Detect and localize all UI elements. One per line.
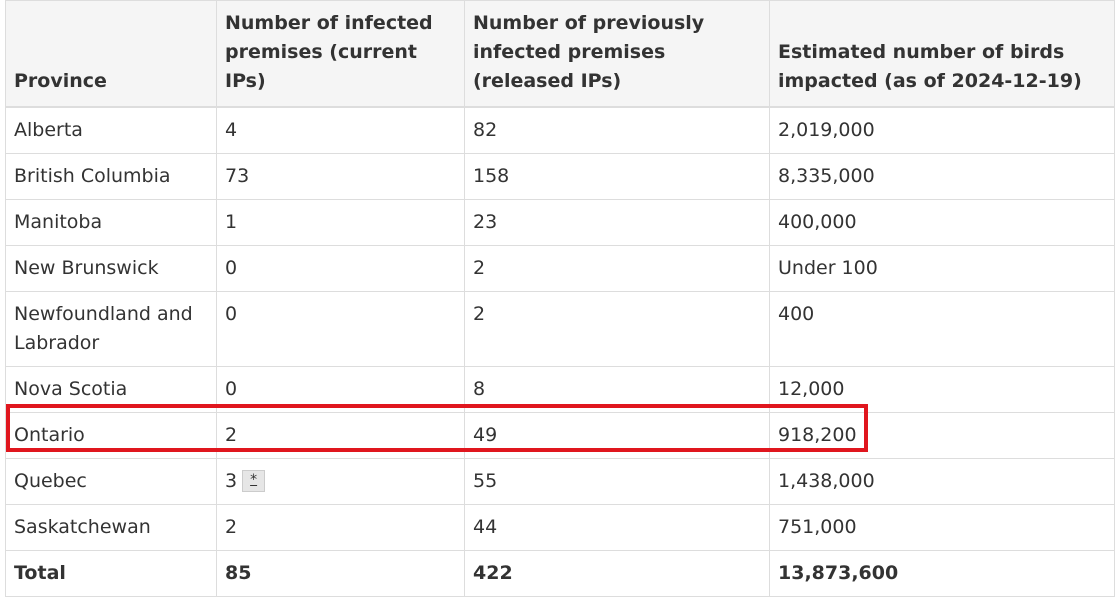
released-ips-cell: 44 (464, 504, 770, 551)
province-cell: Ontario (5, 412, 217, 459)
table-row: Alberta 4 82 2,019,000 (5, 106, 1115, 154)
province-cell: Newfoundland and Labrador (5, 291, 217, 367)
table-row: Saskatchewan 2 44 751,000 (5, 504, 1115, 551)
province-cell: Saskatchewan (5, 504, 217, 551)
released-ips-cell: 55 (464, 458, 770, 505)
birds-cell: 12,000 (769, 366, 1115, 413)
released-ips-cell: 158 (464, 153, 770, 200)
released-ips-cell: 8 (464, 366, 770, 413)
birds-cell: 751,000 (769, 504, 1115, 551)
province-cell: Quebec (5, 458, 217, 505)
total-row: Total 85 422 13,873,600 (5, 550, 1115, 597)
current-ips-value: 3 (225, 470, 238, 492)
province-cell: Nova Scotia (5, 366, 217, 413)
province-cell: Alberta (5, 106, 217, 154)
birds-cell: 8,335,000 (769, 153, 1115, 200)
released-ips-cell: 23 (464, 199, 770, 246)
table-row: Nova Scotia 0 8 12,000 (5, 366, 1115, 413)
birds-cell: Under 100 (769, 245, 1115, 292)
total-label: Total (5, 550, 217, 597)
released-ips-cell: 49 (464, 412, 770, 459)
header-birds-impacted: Estimated number of birds impacted (as o… (769, 0, 1115, 108)
table-header-row: Province Number of infected premises (cu… (5, 0, 1115, 108)
bird-flu-table: Province Number of infected premises (cu… (5, 0, 1115, 597)
table-row: British Columbia 73 158 8,335,000 (5, 153, 1115, 200)
current-ips-cell: 0 (216, 366, 465, 413)
released-ips-cell: 82 (464, 106, 770, 154)
released-ips-cell: 2 (464, 291, 770, 367)
table-row: New Brunswick 0 2 Under 100 (5, 245, 1115, 292)
table-row: Newfoundland and Labrador 0 2 400 (5, 291, 1115, 367)
birds-cell: 400,000 (769, 199, 1115, 246)
table-row: Manitoba 1 23 400,000 (5, 199, 1115, 246)
current-ips-cell: 0 (216, 291, 465, 367)
released-ips-cell: 2 (464, 245, 770, 292)
current-ips-cell: 3 * (216, 458, 465, 505)
province-cell: Manitoba (5, 199, 217, 246)
birds-cell: 400 (769, 291, 1115, 367)
current-ips-cell: 2 (216, 412, 465, 459)
total-current-ips: 85 (216, 550, 465, 597)
birds-cell: 918,200 (769, 412, 1115, 459)
province-cell: British Columbia (5, 153, 217, 200)
table-row-highlighted: Ontario 2 49 918,200 (5, 412, 1115, 459)
birds-cell: 1,438,000 (769, 458, 1115, 505)
current-ips-cell: 73 (216, 153, 465, 200)
header-current-ips: Number of infected premises (current IPs… (216, 0, 465, 108)
header-released-ips: Number of previously infected premises (… (464, 0, 770, 108)
current-ips-cell: 2 (216, 504, 465, 551)
current-ips-cell: 4 (216, 106, 465, 154)
footnote-link[interactable]: * (242, 470, 266, 492)
total-birds: 13,873,600 (769, 550, 1115, 597)
header-province: Province (5, 0, 217, 108)
birds-cell: 2,019,000 (769, 106, 1115, 154)
table-row: Quebec 3 * 55 1,438,000 (5, 458, 1115, 505)
province-cell: New Brunswick (5, 245, 217, 292)
total-released-ips: 422 (464, 550, 770, 597)
current-ips-cell: 0 (216, 245, 465, 292)
current-ips-cell: 1 (216, 199, 465, 246)
